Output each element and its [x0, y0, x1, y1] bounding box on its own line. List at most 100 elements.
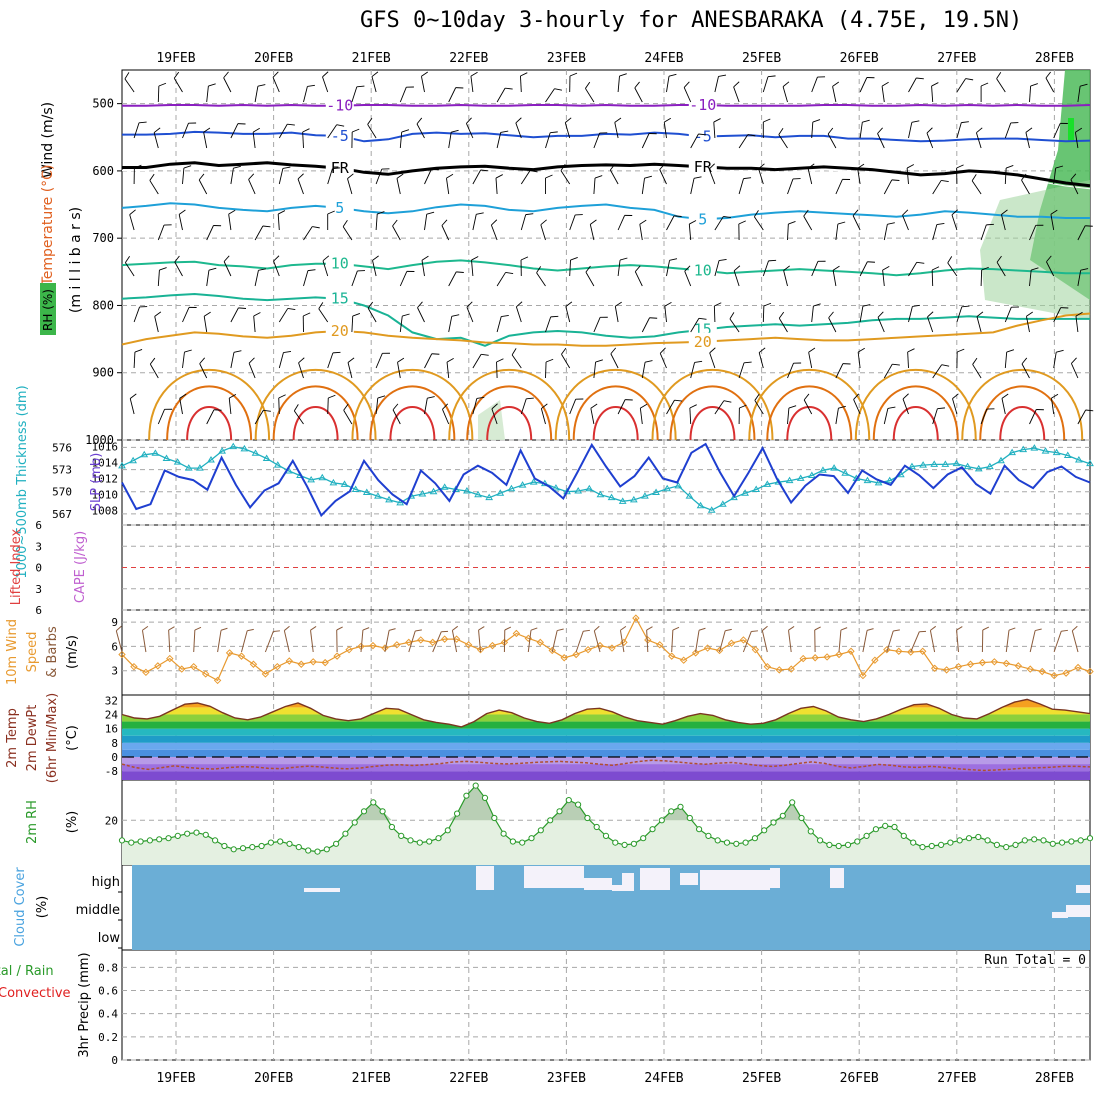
temperature-band	[122, 721, 1090, 729]
wind-barb	[1070, 357, 1079, 379]
wind-barb-staff	[496, 361, 498, 379]
surface-wind-barb-flag	[362, 627, 370, 631]
wind-barb-staff	[713, 122, 716, 139]
rh-marker	[1059, 839, 1066, 846]
surface-wind-barb-staff	[761, 630, 768, 653]
wind-barb-staff	[1004, 122, 1012, 139]
wind-barb-flag	[892, 363, 900, 366]
wind-barb	[293, 404, 304, 425]
wind-barb-flag	[912, 304, 920, 307]
wind-barb	[297, 173, 304, 195]
surface-wind-barb-staff	[788, 630, 792, 653]
wind-barb-flag	[668, 73, 677, 77]
wind-barb-staff	[690, 178, 695, 195]
wind-barb	[278, 351, 292, 369]
wind-barb-flag	[565, 117, 572, 123]
surface-wind-barb	[336, 626, 343, 653]
wind-barb-staff	[617, 399, 626, 415]
rh-marker	[1049, 840, 1056, 847]
thickness-marker	[696, 501, 705, 509]
wind-barb	[738, 404, 747, 425]
wind-barb-flag	[257, 84, 266, 87]
wind-barb-flag	[382, 352, 390, 354]
wind-barb	[733, 265, 741, 287]
thickness-marker	[596, 490, 605, 498]
wind-barb-staff	[1077, 225, 1086, 241]
wind-barb-staff	[859, 122, 863, 139]
rh-marker	[686, 814, 693, 822]
temperature-contour-low	[689, 406, 736, 441]
wind-barb-flag	[252, 127, 260, 133]
lifted-tick-label: 3	[35, 583, 42, 596]
wind-barb-flag	[283, 351, 292, 353]
surface-wind-barb-staff	[115, 630, 123, 653]
wind-tick-label: 9	[111, 616, 118, 629]
wind-barb-staff	[778, 134, 788, 149]
wind-barb	[835, 363, 851, 379]
wind-barb	[641, 317, 658, 333]
wind-barb-staff	[714, 216, 724, 231]
wind-barb-staff	[375, 398, 379, 415]
surface-wind-barb-flag	[388, 628, 396, 631]
wind-barb	[347, 173, 354, 195]
rh-marker	[947, 839, 954, 846]
rh-marker	[575, 801, 582, 808]
wind-barb	[835, 178, 851, 195]
wind-barb-flag	[396, 173, 404, 179]
wind-speed-marker	[835, 650, 843, 659]
wind-barb	[254, 84, 266, 103]
precip-legend-convective: Convective	[0, 986, 71, 1001]
rh-marker	[500, 830, 507, 837]
wind-barb-flag	[673, 215, 682, 217]
isotherm-label-bg	[325, 198, 354, 215]
wind-barb-staff	[133, 122, 140, 139]
wind-barb	[714, 259, 727, 277]
wind-barb-flag	[744, 361, 752, 364]
wind-speed-marker	[321, 658, 329, 667]
panel-frame-precip	[121, 949, 1091, 1061]
isotherm-label: -10	[326, 97, 353, 115]
wind-barb-staff	[1070, 363, 1079, 379]
wind-speed-marker	[823, 653, 831, 661]
rh-marker	[305, 847, 312, 854]
wind-barb	[758, 163, 765, 185]
wind-barb	[536, 266, 546, 287]
wind-speed-marker	[476, 645, 485, 654]
cloud-level-label: middle	[76, 903, 120, 918]
wind-barb	[466, 301, 474, 323]
wind-barb-staff	[883, 179, 893, 195]
wind-barb-flag	[515, 117, 522, 124]
wind-barb-flag	[223, 71, 229, 79]
wind-barb-flag	[287, 123, 295, 126]
wind-barb-staff	[908, 306, 913, 323]
wind-barb	[495, 174, 503, 195]
rh-marker	[174, 832, 181, 840]
thickness-marker	[262, 454, 271, 461]
wind-barb-staff	[609, 169, 619, 185]
wind-barb	[641, 360, 653, 379]
wind-barb	[1021, 173, 1030, 195]
wind-barb-staff	[738, 134, 749, 149]
wind-barb	[1053, 122, 1068, 139]
wind-barb-flag	[179, 393, 187, 399]
wind-barb-flag	[862, 119, 870, 123]
wind-barb-staff	[1053, 168, 1057, 185]
isotherm-label: 20	[331, 322, 349, 340]
wind-barb-staff	[811, 261, 819, 277]
wind-barb-flag	[312, 226, 320, 229]
wind-barb	[540, 403, 548, 425]
wind-barb-flag	[644, 360, 653, 363]
surface-wind-barb-flag	[1061, 629, 1068, 632]
wind-barb-staff	[206, 270, 210, 287]
thickness-marker	[251, 449, 260, 456]
rh-marker	[333, 840, 340, 847]
wind-barb	[560, 164, 571, 185]
wind-barb-flag	[931, 266, 940, 271]
lifted-tick-label: 0	[35, 562, 42, 575]
rh-marker	[426, 838, 433, 845]
wind-barb-flag	[481, 353, 489, 356]
wind-barb	[206, 83, 216, 103]
wind-barb	[1053, 165, 1064, 185]
wind-barb	[206, 267, 217, 287]
wind-barb-staff	[666, 215, 675, 231]
